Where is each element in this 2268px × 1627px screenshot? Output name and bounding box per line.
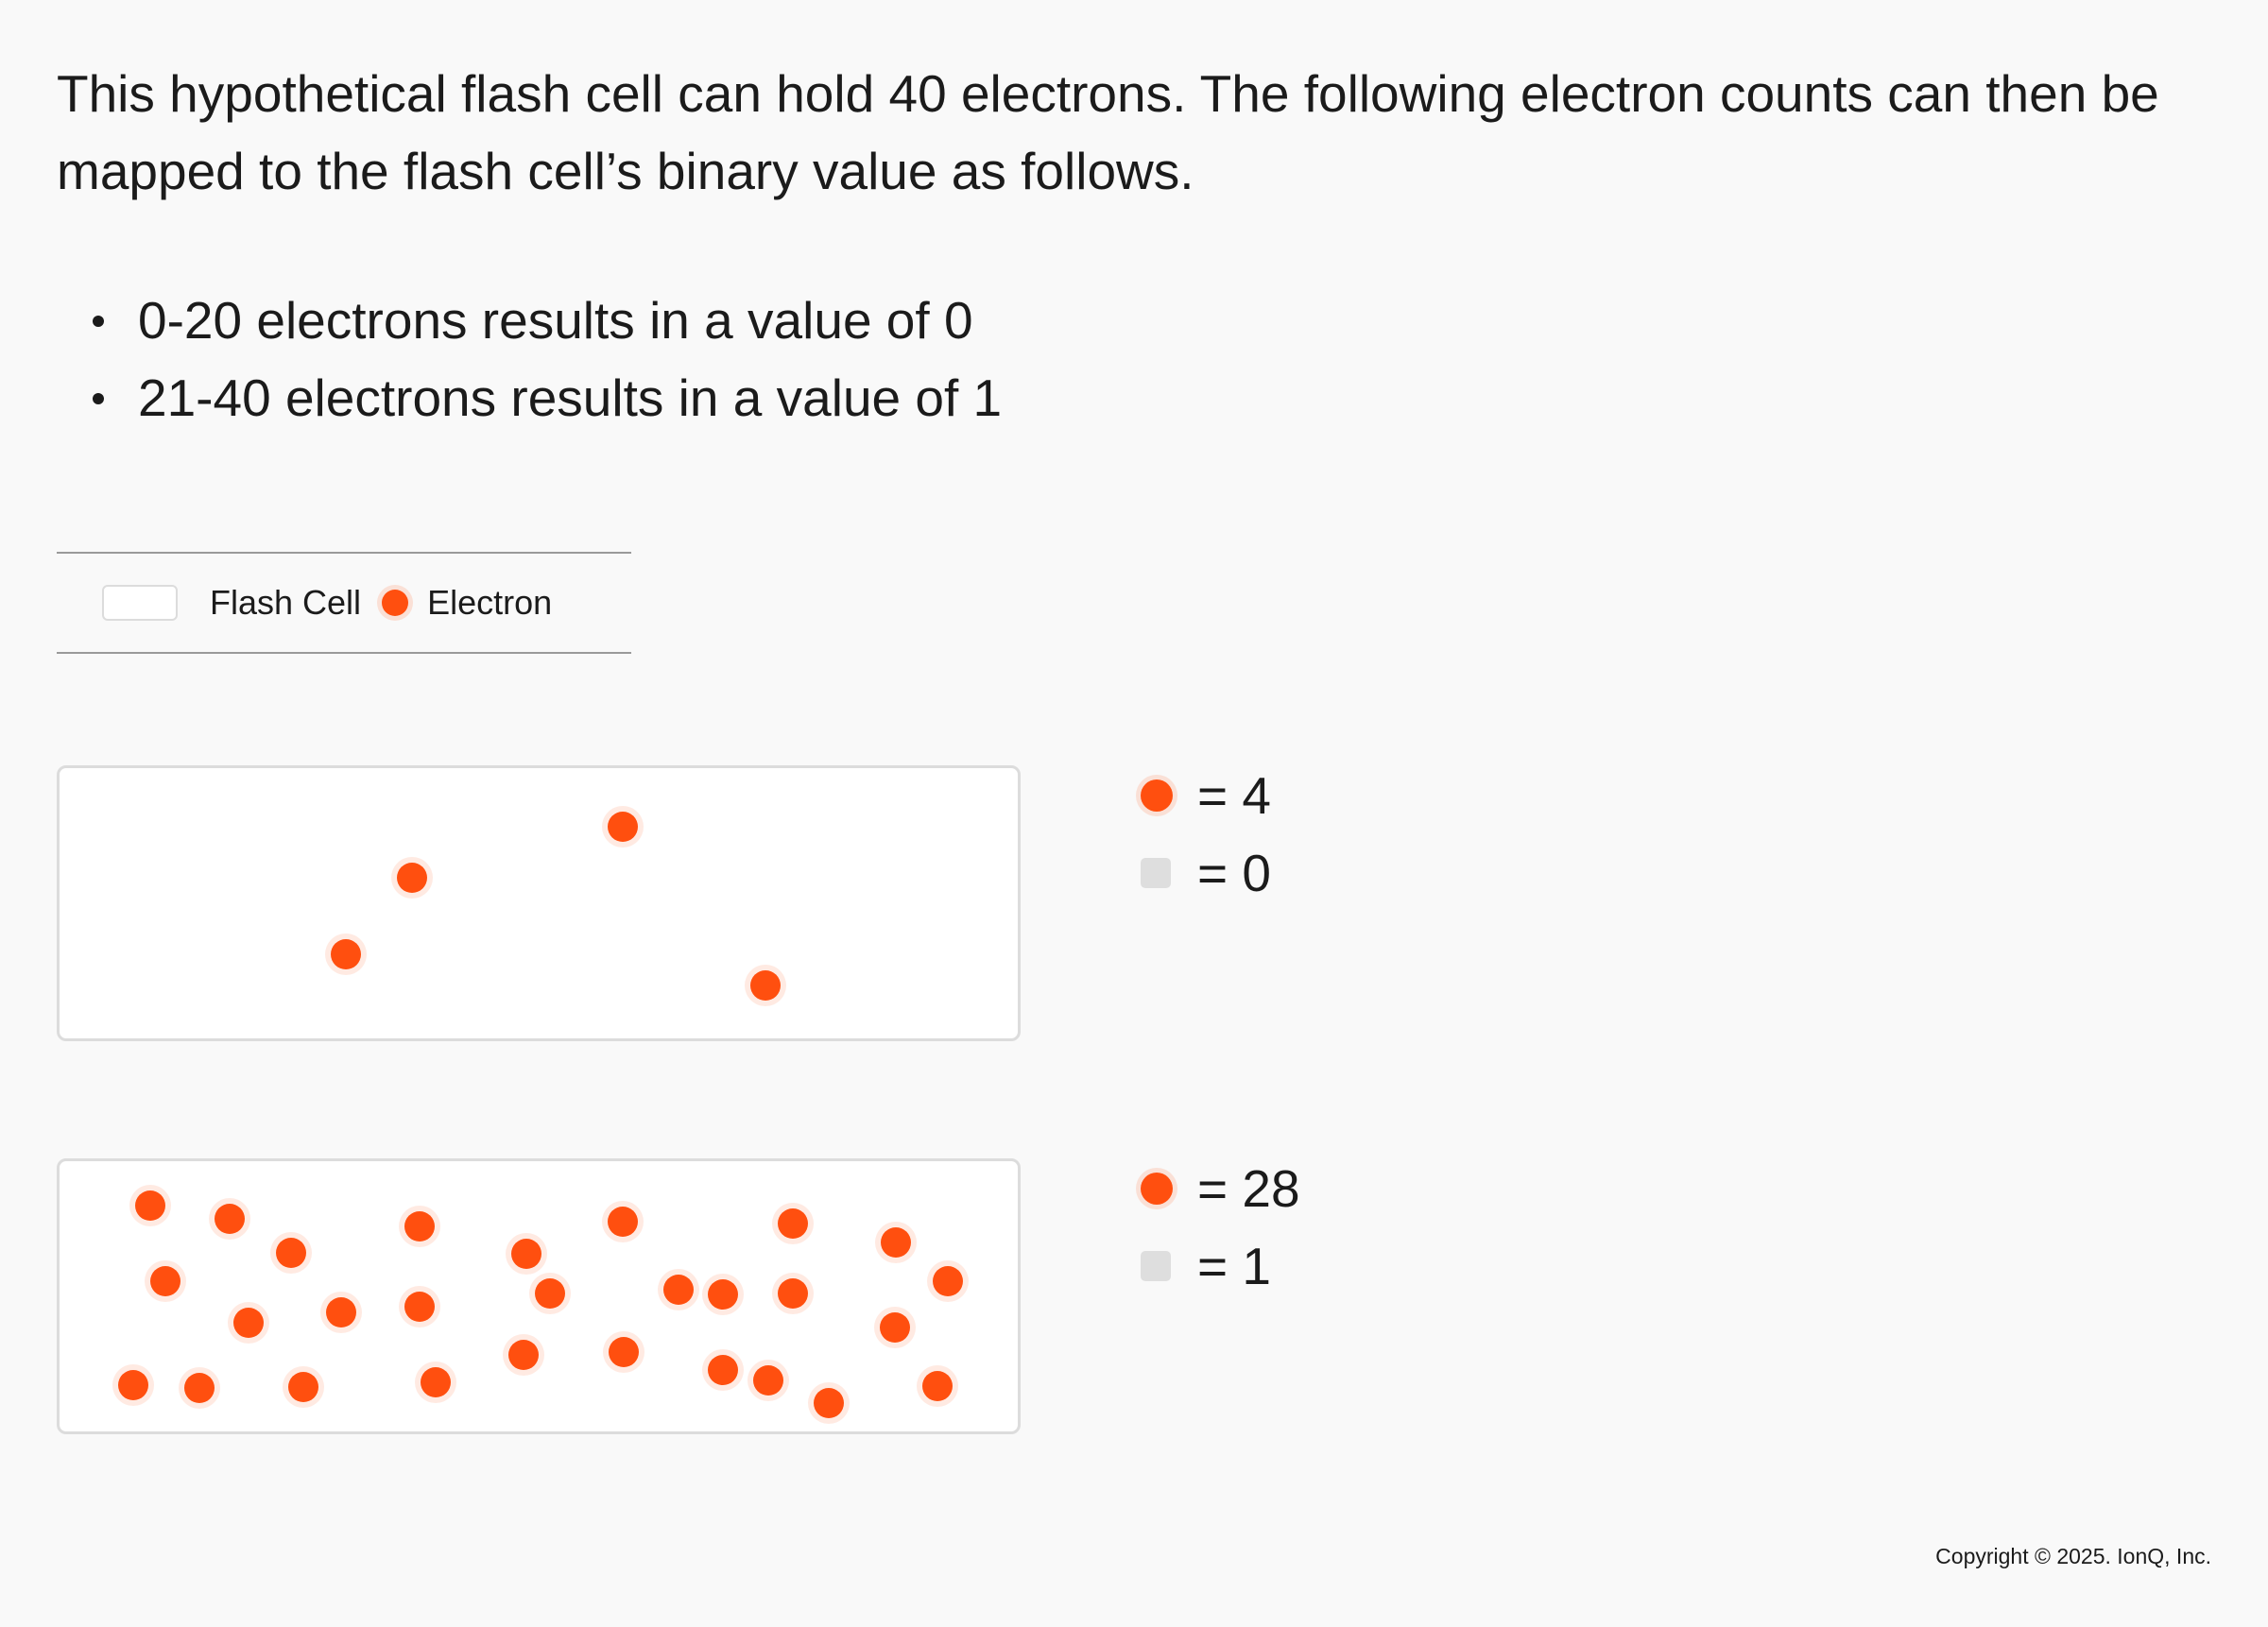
electron	[270, 1232, 312, 1274]
electron-field	[112, 1185, 969, 1424]
electron-count-value: = 28	[1197, 1159, 1300, 1218]
electron	[228, 1302, 269, 1344]
electron	[808, 1382, 850, 1424]
binary-value-icon	[1141, 858, 1171, 888]
flash-cell-low	[57, 765, 1021, 1041]
electron	[415, 1362, 456, 1403]
intro-text: This hypothetical flash cell can hold 40…	[57, 64, 2159, 200]
binary-value: = 0	[1197, 844, 1271, 902]
electron	[209, 1198, 250, 1240]
electron-count-icon	[1141, 779, 1173, 812]
electron	[927, 1260, 969, 1302]
electron	[658, 1269, 699, 1310]
legend-flash-cell-label: Flash Cell	[210, 583, 362, 622]
electron	[917, 1365, 958, 1407]
binary-value: = 1	[1197, 1237, 1271, 1295]
electron	[747, 1360, 789, 1401]
electron-count-icon	[1141, 1173, 1173, 1205]
cell-low-readout: = 4 = 0	[1138, 757, 1271, 912]
electron	[602, 1201, 644, 1242]
electron	[179, 1367, 220, 1409]
electron-count-value: = 4	[1197, 766, 1271, 825]
electron	[506, 1233, 547, 1275]
electron	[399, 1286, 440, 1327]
electron	[325, 933, 367, 975]
electron	[874, 1307, 916, 1348]
electron	[702, 1349, 744, 1391]
electron	[603, 1331, 644, 1373]
binary-value-icon	[1141, 1251, 1171, 1281]
copyright: Copyright © 2025. IonQ, Inc.	[1935, 1544, 2211, 1568]
electron	[129, 1185, 171, 1226]
electron-swatch-icon	[382, 590, 409, 616]
electron	[875, 1222, 917, 1263]
electron	[112, 1364, 154, 1406]
electron	[391, 857, 433, 899]
electron	[503, 1334, 544, 1376]
electron	[772, 1273, 814, 1314]
electron	[320, 1292, 362, 1333]
electron	[283, 1366, 324, 1408]
mapping-rules-list: 0-20 electrons results in a value of 0 2…	[85, 282, 1002, 437]
electron	[602, 806, 644, 848]
rule-item: 0-20 electrons results in a value of 0	[85, 282, 1002, 359]
cell-high-readout: = 28 = 1	[1138, 1150, 1300, 1305]
legend-electron-label: Electron	[427, 583, 553, 622]
electron	[745, 965, 786, 1006]
flash-cell-high	[57, 1158, 1021, 1434]
electron	[702, 1274, 744, 1315]
electron	[145, 1260, 186, 1302]
electron-field	[325, 806, 786, 1006]
electron	[399, 1206, 440, 1247]
flash-cell-swatch-icon	[102, 585, 178, 621]
legend: Flash Cell Electron	[57, 552, 631, 654]
rule-item: 21-40 electrons results in a value of 1	[85, 359, 1002, 437]
electron	[529, 1273, 571, 1314]
electron	[772, 1203, 814, 1244]
